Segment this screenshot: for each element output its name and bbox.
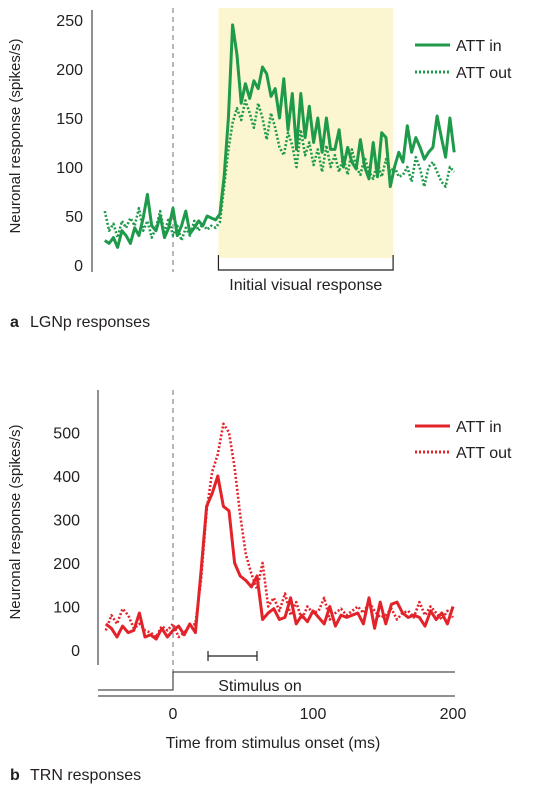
y-tick-label: 300 xyxy=(53,513,80,530)
y-axis-label: Neuronal response (spikes/s) xyxy=(7,38,24,233)
y-tick-label: 50 xyxy=(65,209,83,226)
initial-response-bracket xyxy=(217,255,394,271)
y-tick-label: 200 xyxy=(56,62,83,79)
x-tick-label: 100 xyxy=(300,706,327,723)
x-axis-label: Time from stimulus onset (ms) xyxy=(166,735,381,752)
y-tick-label: 150 xyxy=(56,111,83,128)
x-tick-label: 0 xyxy=(169,706,178,723)
legend-label-att-out: ATT out xyxy=(456,445,512,462)
panel-a: 0 50 100 150 200 250 Neuronal response (spike… xyxy=(7,8,512,331)
y-tick-label: 0 xyxy=(74,258,83,275)
x-tick-label: 200 xyxy=(440,706,467,723)
y-tick-label: 200 xyxy=(53,556,80,573)
panel-b: 0 100 200 300 400 500 Neuronal response (spik… xyxy=(7,390,512,784)
series-att-in-line xyxy=(104,474,455,641)
panel-letter: a xyxy=(10,314,19,331)
y-tick-labels: 0 100 200 300 400 500 xyxy=(53,426,80,661)
legend-label-att-out: ATT out xyxy=(456,65,512,82)
series-group xyxy=(104,422,455,641)
stimulus-on-label: Stimulus on xyxy=(218,678,302,695)
legend-label-att-in: ATT in xyxy=(456,38,502,55)
y-tick-labels: 0 50 100 150 200 250 xyxy=(56,13,83,275)
initial-response-label: Initial visual response xyxy=(229,277,382,294)
y-tick-label: 500 xyxy=(53,426,80,443)
series-group xyxy=(103,23,456,249)
legend-label-att-in: ATT in xyxy=(456,419,502,436)
series-att-out-line xyxy=(104,422,454,639)
legend: ATT in ATT out xyxy=(415,419,512,462)
x-tick-labels: 0 100 200 xyxy=(169,706,467,723)
stimulus-trace xyxy=(98,671,455,691)
response-window-bracket xyxy=(207,651,258,661)
y-tick-label: 0 xyxy=(71,643,80,660)
panel-caption: LGNp responses xyxy=(30,314,150,331)
panel-letter: b xyxy=(10,767,20,784)
legend: ATT in ATT out xyxy=(415,38,512,82)
panel-caption: TRN responses xyxy=(30,767,141,784)
series-att-out-line xyxy=(103,99,456,242)
y-tick-label: 100 xyxy=(53,600,80,617)
y-tick-label: 100 xyxy=(56,160,83,177)
series-att-in-line xyxy=(103,23,456,249)
y-axis-label: Neuronal response (spikes/s) xyxy=(7,424,24,619)
y-tick-label: 400 xyxy=(53,469,80,486)
y-tick-label: 250 xyxy=(56,13,83,30)
